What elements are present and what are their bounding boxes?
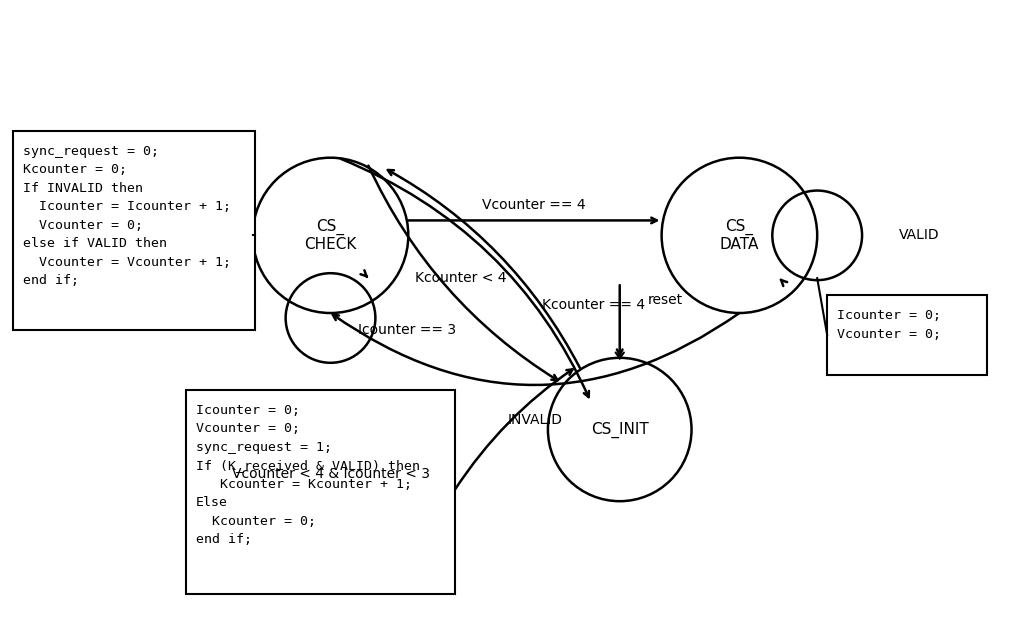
Text: sync_request = 0;
Kcounter = 0;
If INVALID then
  Icounter = Icounter + 1;
  Vco: sync_request = 0; Kcounter = 0; If INVAL… — [24, 145, 231, 287]
Bar — [13, 131, 255, 330]
Bar — [185, 390, 455, 594]
Text: Vcounter < 4 & Icounter < 3: Vcounter < 4 & Icounter < 3 — [231, 467, 430, 481]
Text: Icounter = 0;
Vcounter = 0;: Icounter = 0; Vcounter = 0; — [837, 309, 941, 340]
Bar — [827, 295, 986, 375]
Text: Icounter == 3: Icounter == 3 — [358, 323, 457, 337]
Text: Vcounter == 4: Vcounter == 4 — [482, 198, 585, 212]
Text: VALID: VALID — [899, 228, 940, 242]
Text: Icounter = 0;
Vcounter = 0;
sync_request = 1;
If (K_received & VALID) then
   Kc: Icounter = 0; Vcounter = 0; sync_request… — [196, 404, 420, 546]
Text: CS_
DATA: CS_ DATA — [720, 219, 759, 252]
Text: Kcounter == 4: Kcounter == 4 — [542, 298, 645, 312]
Text: CS_INIT: CS_INIT — [591, 422, 649, 437]
Text: Kcounter < 4: Kcounter < 4 — [415, 271, 507, 285]
Text: CS_
CHECK: CS_ CHECK — [305, 219, 356, 252]
Text: INVALID: INVALID — [508, 413, 563, 427]
Text: reset: reset — [648, 293, 683, 307]
